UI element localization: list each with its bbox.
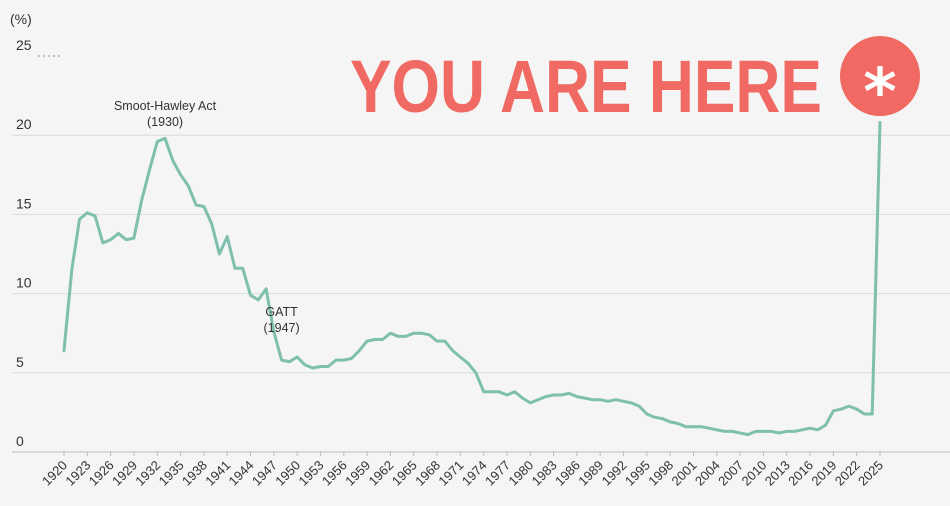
x-tick-label: 2007 (715, 458, 746, 489)
x-tick-label: 1971 (435, 458, 466, 489)
y-axis-unit-label: (%) (10, 11, 32, 27)
x-tick-label: 1920 (39, 458, 70, 489)
banner-text: YOU ARE HERE (350, 45, 822, 128)
banner-circle (840, 36, 920, 116)
x-tick-label: 1998 (645, 458, 676, 489)
x-tick-label: 1989 (575, 458, 606, 489)
y-tick-label: 0 (16, 433, 24, 449)
x-tick-label: 2019 (808, 458, 839, 489)
annotation-label: Smoot-Hawley Act (114, 99, 217, 113)
x-tick-label: 1923 (62, 458, 93, 489)
y-tick-label: 10 (16, 275, 32, 291)
x-tick-label: 1935 (156, 458, 187, 489)
x-tick-label: 1965 (389, 458, 420, 489)
series-line-average-tariff-rate (62, 121, 882, 437)
x-tick-label: 1983 (529, 458, 560, 489)
x-tick-label: 1932 (132, 458, 163, 489)
y-tick-label: 20 (16, 116, 32, 132)
x-tick-label: 1944 (226, 458, 257, 489)
y-tick-label: 15 (16, 195, 32, 211)
x-tick-label: 1926 (86, 458, 117, 489)
x-tick-label: 1992 (599, 458, 630, 489)
annotation-label: GATT (265, 305, 298, 319)
x-tick-label: 1968 (412, 458, 443, 489)
x-tick-label: 2016 (785, 458, 816, 489)
x-tick-label: 2001 (669, 458, 700, 489)
x-tick-label: 1995 (622, 458, 653, 489)
x-tick-label: 2022 (832, 458, 863, 489)
x-tick-label: 1938 (179, 458, 210, 489)
x-tick-label: 1959 (342, 458, 373, 489)
x-tick-label: 1962 (365, 458, 396, 489)
x-tick-label: 1947 (249, 458, 280, 489)
x-tick-label: 2004 (692, 458, 723, 489)
y-axis-ticks: 0 5 10 15 20 25 (16, 37, 32, 449)
y-tick-label: 25 (16, 37, 32, 53)
x-tick-label: 1974 (459, 458, 490, 489)
x-tick-label: 1929 (109, 458, 140, 489)
annotation-year: (1947) (264, 321, 300, 335)
x-tick-label: 1950 (272, 458, 303, 489)
you-are-here-banner: YOU ARE HERE * (350, 36, 920, 130)
x-tick-label: 1977 (482, 458, 513, 489)
x-axis-ticks: 1920192319261929193219351938194119441947… (39, 452, 886, 489)
asterisk-icon: * (863, 56, 896, 130)
x-tick-label: 2013 (762, 458, 793, 489)
x-tick-label: 1986 (552, 458, 583, 489)
x-tick-label: 2010 (738, 458, 769, 489)
y-tick-label: 5 (16, 354, 24, 370)
x-tick-label: 2025 (855, 458, 886, 489)
x-tick-label: 1953 (296, 458, 327, 489)
x-tick-label: 1941 (202, 458, 233, 489)
grid-lines (12, 55, 950, 453)
chart-annotations: Smoot-Hawley Act (1930) GATT (1947) (114, 99, 300, 335)
annotation-year: (1930) (147, 115, 183, 129)
x-tick-label: 1956 (319, 458, 350, 489)
x-tick-label: 1980 (505, 458, 536, 489)
